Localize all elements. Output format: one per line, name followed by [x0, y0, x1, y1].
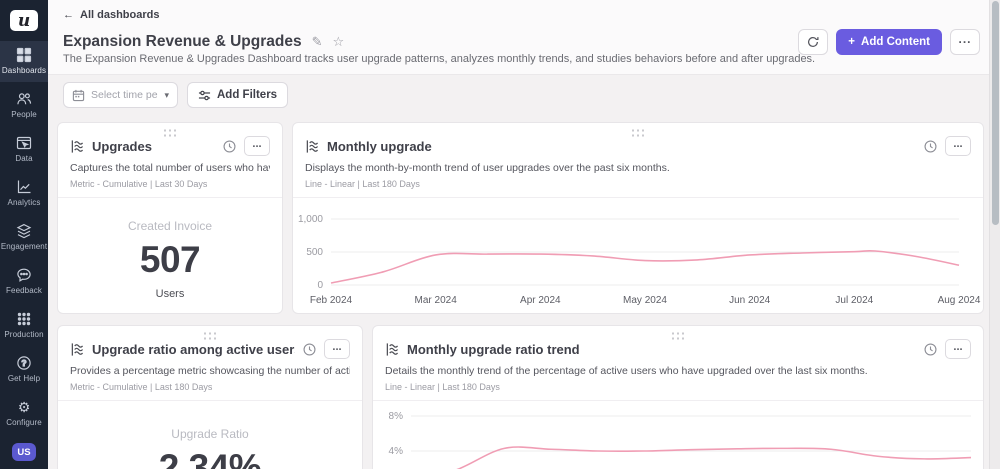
svg-text:Jun 2024: Jun 2024 [729, 295, 771, 306]
chart-lines-icon [71, 342, 84, 356]
drag-handle[interactable] [670, 331, 686, 340]
time-period-placeholder: Select time period [91, 89, 158, 101]
user-avatar[interactable]: US [12, 443, 36, 461]
sidebar-item-configure[interactable]: ⚙ Configure [6, 399, 42, 427]
card-monthly-upgrade: Monthly upgrade ... Displays the month-b… [292, 122, 984, 314]
card-more-button[interactable]: ... [945, 136, 971, 156]
filters-icon [198, 90, 211, 100]
app-logo[interactable]: u [10, 10, 38, 31]
calendar-icon [72, 89, 85, 101]
card-description: Details the monthly trend of the percent… [385, 365, 868, 377]
svg-text:May 2024: May 2024 [623, 295, 667, 306]
page-title: Expansion Revenue & Upgrades [63, 33, 302, 50]
svg-text:Mar 2024: Mar 2024 [415, 295, 458, 306]
sidebar-item-analytics[interactable]: Analytics [0, 173, 48, 214]
card-title: Monthly upgrade ratio trend [407, 341, 580, 357]
drag-handle[interactable] [630, 128, 646, 137]
sidebar-item-dashboards[interactable]: Dashboards [0, 41, 48, 82]
clock-icon[interactable] [302, 342, 317, 357]
dashboards-icon [16, 47, 32, 63]
clock-icon[interactable] [923, 342, 938, 357]
configure-icon: ⚙ [17, 399, 31, 415]
chevron-down-icon: ▾ [164, 89, 169, 100]
monthly-upgrade-ratio-chart[interactable]: 4% 8% [373, 403, 983, 469]
svg-text:Aug 2024: Aug 2024 [938, 295, 981, 306]
engagement-icon [16, 223, 32, 239]
svg-text:Apr 2024: Apr 2024 [520, 295, 561, 306]
plus-icon: + [848, 36, 856, 48]
refresh-button[interactable] [798, 29, 829, 55]
add-content-button[interactable]: + Add Content [836, 29, 942, 55]
sidebar-item-data[interactable]: Data [0, 129, 48, 170]
card-meta: Metric - Cumulative | Last 180 Days [70, 382, 213, 392]
card-upgrades: Upgrades ... Captures the total number o… [57, 122, 283, 314]
svg-text:Jul 2024: Jul 2024 [835, 295, 873, 306]
header-more-button[interactable]: ... [950, 29, 980, 55]
refresh-icon [808, 36, 819, 47]
svg-text:Feb 2024: Feb 2024 [310, 295, 353, 306]
chart-lines-icon [386, 342, 399, 356]
chart-lines-icon [71, 139, 84, 153]
main-content: ← All dashboards Expansion Revenue & Upg… [48, 0, 1000, 469]
production-icon [17, 312, 31, 326]
chart-lines-icon [306, 139, 319, 153]
feedback-icon [17, 268, 31, 282]
svg-text:1,000: 1,000 [298, 214, 323, 225]
sidebar-item-feedback[interactable]: Feedback [0, 261, 48, 302]
card-upgrade-ratio: Upgrade ratio among active users ... Pro… [57, 325, 363, 469]
svg-text:0: 0 [317, 280, 323, 291]
card-meta: Metric - Cumulative | Last 30 Days [70, 179, 208, 189]
card-more-button[interactable]: ... [324, 339, 350, 359]
card-description: Captures the total number of users who h… [70, 162, 270, 174]
data-icon [16, 136, 32, 150]
sidebar: u Dashboards People [0, 0, 48, 469]
metric-label: Upgrade Ratio [171, 427, 249, 441]
svg-text:8%: 8% [389, 411, 404, 422]
svg-text:?: ? [21, 358, 26, 368]
time-period-select[interactable]: Select time period ▾ [63, 82, 178, 108]
card-description: Provides a percentage metric showcasing … [70, 365, 350, 377]
people-icon [17, 93, 32, 105]
card-more-button[interactable]: ... [244, 136, 270, 156]
edit-title-icon[interactable]: ✎ [311, 34, 323, 49]
sidebar-item-engagement[interactable]: Engagement [0, 217, 48, 258]
sidebar-item-people[interactable]: People [0, 85, 48, 126]
favorite-star-icon[interactable]: ☆ [332, 34, 345, 49]
scrollbar-track[interactable] [989, 0, 1000, 469]
metric-value: 507 [139, 239, 201, 280]
svg-text:4%: 4% [389, 446, 404, 457]
clock-icon[interactable] [923, 139, 938, 154]
card-title: Monthly upgrade [327, 138, 432, 154]
metric-label: Created Invoice [127, 219, 213, 233]
sidebar-item-production[interactable]: Production [0, 305, 48, 346]
monthly-upgrade-chart[interactable]: 0 500 1,000 Feb 2024 Mar 2024 Apr 2024 May 202… [293, 200, 983, 318]
drag-handle[interactable] [202, 331, 218, 340]
card-title: Upgrade ratio among active users [92, 341, 295, 357]
clock-icon[interactable] [222, 139, 237, 154]
page-description: The Expansion Revenue & Upgrades Dashboa… [63, 53, 816, 65]
svg-text:500: 500 [306, 247, 323, 258]
card-meta: Line - Linear | Last 180 Days [385, 382, 500, 392]
breadcrumb[interactable]: ← All dashboards [63, 9, 160, 21]
help-icon: ? [17, 356, 31, 370]
metric-unit: Users [155, 288, 185, 300]
card-more-button[interactable]: ... [945, 339, 971, 359]
card-meta: Line - Linear | Last 180 Days [305, 179, 420, 189]
drag-handle[interactable] [162, 128, 178, 137]
card-title: Upgrades [92, 138, 152, 154]
filter-bar: Select time period ▾ Add Filters [63, 82, 289, 108]
sidebar-item-get-help[interactable]: ? Get Help [0, 349, 48, 390]
analytics-icon [17, 180, 31, 194]
add-filters-button[interactable]: Add Filters [187, 82, 289, 108]
metric-value: 2.34% [158, 447, 262, 469]
scrollbar-thumb[interactable] [991, 1, 999, 225]
card-description: Displays the month-by-month trend of use… [305, 162, 670, 174]
card-monthly-upgrade-ratio-trend: Monthly upgrade ratio trend ... Details … [372, 325, 984, 469]
back-arrow-icon: ← [63, 9, 74, 21]
